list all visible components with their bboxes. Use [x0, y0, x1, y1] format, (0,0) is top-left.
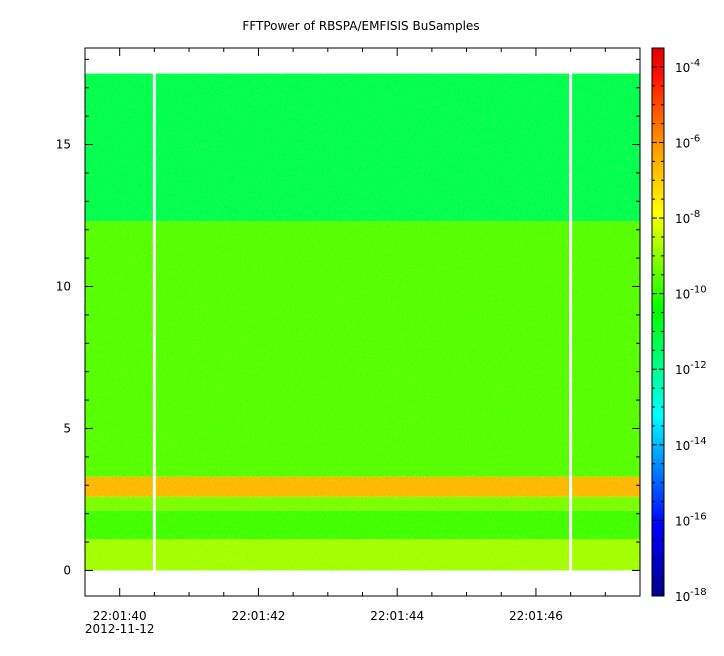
colorbar-tick-label: 10-8 — [675, 209, 700, 226]
x-tick-label: 22:01:44 — [370, 609, 424, 623]
plot-area — [84, 47, 641, 597]
x-tick-label: 22:01:46 — [509, 609, 563, 623]
colorbar-tick-label: 10-12 — [675, 360, 707, 377]
colorbar-gradient — [651, 47, 665, 597]
colorbar: 10-18 10-16 10-14 10-12 10-10 10-8 10-6 10-4 — [651, 47, 707, 604]
y-tick-label: 5 — [63, 421, 71, 435]
x-tick-label: 22:01:40 — [93, 609, 147, 623]
y-axis: 0 5 10 15 — [56, 58, 640, 577]
colorbar-tick-label: 10-6 — [675, 133, 700, 150]
colorbar-tick-label: 10-10 — [675, 285, 707, 302]
x-tick-label: 22:01:42 — [231, 609, 285, 623]
x-tick-sublabel: 2012-11-12 — [85, 622, 155, 636]
y-tick-label: 0 — [63, 563, 71, 577]
colorbar-tick-label: 10-18 — [675, 587, 707, 604]
colorbar-tick-label: 10-4 — [675, 58, 700, 75]
chart-title: FFTPower of RBSPA/EMFISIS BuSamples — [242, 19, 479, 33]
data-gap — [152, 73, 156, 571]
data-gap — [569, 73, 573, 571]
colorbar-tick-label: 10-16 — [675, 511, 707, 528]
y-tick-label: 15 — [56, 138, 71, 152]
spectrogram-texture — [85, 73, 640, 571]
y-tick-label: 10 — [56, 280, 71, 294]
colorbar-tick-label: 10-14 — [675, 436, 707, 453]
